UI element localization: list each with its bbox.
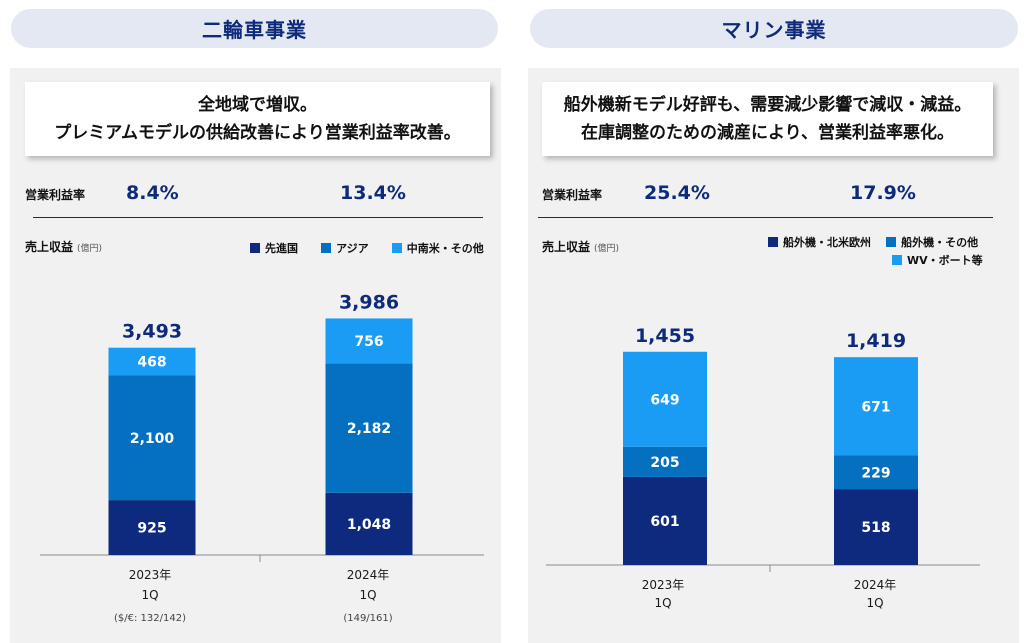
bar-segment: [834, 455, 918, 490]
bar-segment: [108, 375, 196, 501]
marine-revenue-chart: 601 205 649 1,455 518 229 671 1,419: [546, 325, 980, 572]
legend-text: 中南米・その他: [406, 242, 484, 255]
right-year-2024: 2024年: [853, 578, 897, 592]
bar-segment: [834, 357, 918, 456]
left-unit: (億円): [77, 244, 103, 254]
right-unit: (億円): [594, 244, 620, 254]
left-margin-2024: 13.4%: [340, 182, 406, 204]
left-summary-line2: プレミアムモデルの供給改善により営業利益率改善。: [54, 123, 461, 143]
legend-item: 中南米・その他: [391, 240, 484, 256]
right-legend: 船外機・北米欧州 船外機・その他: [768, 232, 978, 251]
right-divider: [538, 217, 993, 218]
bar-segment: [108, 347, 196, 376]
left-quarter-2023: 1Q: [141, 588, 159, 602]
right-summary-box: 船外機新モデル好評も、需要減少影響で減収・減益。 在庫調整のための減産により、営…: [542, 82, 993, 156]
legend-swatch: [768, 237, 778, 247]
left-year-2024: 2024年: [346, 568, 390, 582]
left-section-title: 二輪車事業: [11, 9, 498, 48]
legend-swatch: [250, 243, 260, 253]
right-quarter-2024: 1Q: [866, 596, 884, 610]
marine-panel: [528, 68, 1019, 643]
left-margin-label: 営業利益率: [25, 188, 86, 202]
total-label: 1,419: [846, 330, 906, 352]
right-revenue-label: 売上収益 (億円): [542, 240, 620, 254]
data-label: 468: [137, 355, 166, 371]
right-margin-2023: 25.4%: [644, 182, 710, 204]
total-label: 3,493: [122, 321, 182, 343]
data-label: 671: [861, 399, 890, 415]
left-year-2023: 2023年: [128, 568, 172, 582]
motorcycle-panel: [10, 68, 501, 643]
data-label: 2,182: [347, 421, 391, 437]
data-label: 1,048: [347, 517, 391, 533]
legend-swatch: [892, 255, 902, 265]
data-label: 601: [650, 514, 679, 530]
legend-item: アジア: [321, 240, 369, 256]
legend-text: 船外機・北米欧州: [783, 236, 871, 249]
legend-item: WV・ボート等: [892, 252, 983, 268]
left-fx-2023: ($/€: 132/142): [114, 613, 186, 624]
legend-text: 船外機・その他: [901, 236, 979, 249]
left-summary-box: 全地域で増収。 プレミアムモデルの供給改善により営業利益率改善。: [25, 82, 490, 156]
left-quarter-2024: 1Q: [359, 588, 377, 602]
bar-segment: [325, 318, 413, 364]
legend-text: アジア: [336, 242, 369, 255]
bar-segment: [834, 489, 918, 565]
left-summary-line1: 全地域で増収。: [198, 95, 317, 115]
legend-swatch: [391, 243, 402, 253]
legend-item: 船外機・その他: [886, 234, 978, 250]
data-label: 649: [650, 392, 679, 408]
data-label: 205: [650, 455, 679, 471]
bar-segment: [623, 351, 707, 447]
legend-text: WV・ボート等: [907, 254, 983, 267]
data-label: 518: [861, 520, 890, 536]
legend-item: 船外機・北米欧州: [768, 234, 871, 250]
left-legend: 先進国 アジア 中南米・その他: [250, 238, 484, 257]
right-summary-line1: 船外機新モデル好評も、需要減少影響で減収・減益。: [563, 95, 972, 115]
legend-swatch: [321, 243, 332, 253]
left-revenue-label: 売上収益 (億円): [25, 240, 103, 254]
right-quarter-2023: 1Q: [654, 596, 672, 610]
total-label: 1,455: [635, 325, 695, 347]
left-divider: [33, 217, 483, 218]
right-year-2023: 2023年: [641, 578, 685, 592]
legend-text: 先進国: [265, 242, 298, 255]
bar-segment: [623, 476, 707, 565]
right-summary-line2: 在庫調整のための減産により、営業利益率悪化。: [581, 123, 954, 143]
data-label: 756: [354, 334, 383, 350]
right-margin-label: 営業利益率: [542, 188, 603, 202]
left-margin-2023: 8.4%: [126, 182, 179, 204]
bar-segment: [325, 363, 413, 493]
data-label: 229: [861, 465, 890, 481]
bar-segment: [623, 446, 707, 477]
data-label: 2,100: [130, 431, 175, 447]
total-label: 3,986: [339, 291, 399, 313]
bar-segment: [108, 500, 196, 555]
motorcycle-revenue-chart: 925 2,100 468 3,493 1,048 2,182 756 3,986: [40, 291, 484, 562]
data-label: 925: [137, 521, 166, 537]
legend-item: 先進国: [250, 240, 298, 256]
right-legend-row2: WV・ボート等: [892, 250, 983, 269]
right-section-title: マリン事業: [530, 9, 1018, 48]
legend-swatch: [886, 237, 897, 247]
left-fx-2024: (149/161): [343, 613, 393, 624]
right-margin-2024: 17.9%: [850, 182, 916, 204]
bar-segment: [325, 492, 413, 555]
